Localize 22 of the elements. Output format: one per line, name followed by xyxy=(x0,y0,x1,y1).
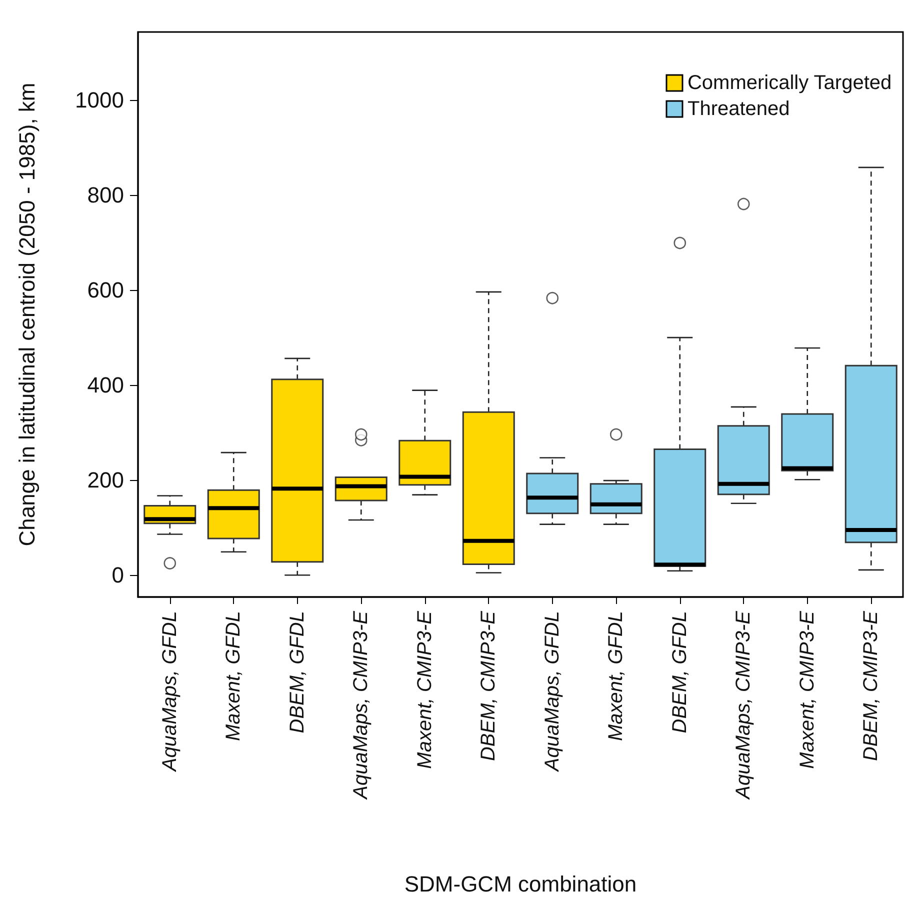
x-tick-label: DBEM, GFDL xyxy=(286,611,308,734)
legend-label: Threatened xyxy=(687,98,790,120)
x-axis-title: SDM-GCM combination xyxy=(404,872,637,896)
x-tick-label: Maxent, GFDL xyxy=(605,611,628,742)
y-tick-label: 0 xyxy=(112,562,124,588)
y-axis-title: Change in latitudinal centroid (2050 - 1985), km xyxy=(14,82,40,546)
x-tick-label: DBEM, CMIP3-E xyxy=(860,610,882,762)
x-tick-label: AquaMaps, CMIP3-E xyxy=(350,610,372,800)
x-tick-label: AquaMaps, GFDL xyxy=(541,611,564,772)
x-tick-label: AquaMaps, CMIP3-E xyxy=(732,610,755,800)
x-tick-label: DBEM, CMIP3-E xyxy=(478,610,500,762)
x-tick-label: Maxent, CMIP3-E xyxy=(414,610,436,769)
x-tick-label: Maxent, CMIP3-E xyxy=(796,610,818,769)
y-tick-label: 200 xyxy=(87,468,124,493)
x-tick-label: DBEM, GFDL xyxy=(668,611,691,734)
x-tick-label: Maxent, GFDL xyxy=(222,611,245,742)
y-tick-label: 400 xyxy=(87,372,124,398)
y-tick-label: 600 xyxy=(87,278,124,303)
x-tick-label: AquaMaps, GFDL xyxy=(158,611,181,772)
y-tick-label: 800 xyxy=(87,182,124,208)
legend-label: Commerically Targeted xyxy=(687,72,892,94)
y-tick-label: 1000 xyxy=(75,87,124,112)
